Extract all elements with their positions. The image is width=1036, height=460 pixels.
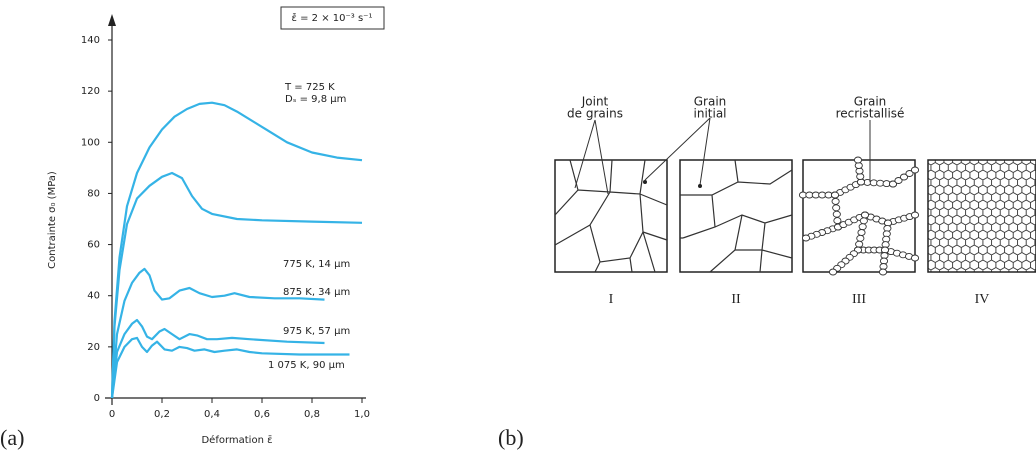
x-tick-label: 1,0 [354, 409, 370, 420]
panel-label: (b) [498, 425, 524, 450]
x-axis-label: Déformation ε̄ [201, 434, 272, 446]
stage-label: I [609, 292, 614, 307]
leader-dot [643, 180, 647, 184]
new-grain [832, 204, 841, 212]
stage-label: II [731, 292, 741, 307]
data-line [110, 171, 363, 399]
annotation: ε̄̇ = 2 × 10⁻³ s⁻¹ [292, 12, 373, 24]
new-grain [858, 223, 867, 231]
new-grain [888, 180, 898, 188]
annotation-box [280, 6, 385, 30]
data-line [110, 336, 350, 399]
diagram-label: recristallisé [836, 107, 905, 121]
series-label: T = 725 K [284, 82, 335, 93]
grain-box [927, 159, 1036, 273]
diagram-label: de grains [567, 107, 623, 121]
y-tick-label: 120 [81, 86, 100, 97]
new-grain [801, 234, 811, 242]
y-axis-label: Contrainte σ₀ (MPa) [47, 171, 58, 269]
y-tick-label: 0 [94, 393, 100, 404]
diagram-label: Grain [854, 95, 887, 109]
series-label: Dₛ = 9,8 μm [285, 94, 346, 105]
diagram-label: Grain [694, 95, 727, 109]
stage-label: IV [975, 292, 990, 307]
grain-boundaries [554, 159, 668, 273]
new-grain [905, 170, 914, 177]
new-grain [860, 211, 870, 219]
new-grain [830, 191, 840, 199]
panel-label: (a) [0, 425, 24, 450]
diagram-label: initial [694, 107, 727, 121]
y-tick-label: 40 [87, 291, 100, 302]
y-tick-label: 140 [81, 35, 100, 46]
leader-dot [698, 184, 702, 188]
series-label: 875 K, 34 μm [283, 287, 350, 298]
new-grain [832, 210, 841, 218]
x-tick-label: 0,2 [154, 409, 170, 420]
new-grain [910, 166, 920, 174]
x-tick-label: 0 [109, 409, 115, 420]
y-tick-label: 100 [81, 137, 100, 148]
x-tick-label: 0,8 [304, 409, 320, 420]
x-tick-label: 0,4 [204, 409, 220, 420]
new-grain [831, 197, 840, 205]
series-label: 775 K, 14 μm [283, 259, 350, 270]
recrystallized-grains [798, 156, 920, 276]
chart: (a) ε̄̇ = 2 × 10⁻³ s⁻¹ Contrainte σ₀ (MP… [0, 6, 385, 450]
new-grain [855, 240, 864, 248]
leader-lines [574, 117, 871, 195]
new-grain [857, 229, 866, 236]
new-grain [878, 268, 888, 276]
y-tick-label: 20 [87, 342, 100, 353]
y-tick-label: 60 [87, 240, 100, 251]
x-tick-label: 0,6 [254, 409, 270, 420]
new-grain [910, 211, 920, 219]
new-grain [828, 268, 838, 276]
diagram-label: Joint [581, 95, 609, 109]
series-label: 975 K, 57 μm [283, 326, 350, 337]
stage-label: III [852, 292, 866, 307]
y-axis-arrow [108, 14, 116, 26]
grain-box [679, 159, 793, 273]
new-grain [894, 177, 903, 184]
new-grain [910, 254, 920, 262]
y-tick-label: 80 [87, 188, 100, 199]
data-line [110, 318, 325, 399]
series-label: 1 075 K, 90 μm [268, 360, 345, 371]
data-line [110, 101, 363, 399]
new-grain [856, 234, 865, 242]
new-grain [899, 173, 909, 181]
grain-box [554, 159, 668, 273]
new-grain [859, 217, 868, 225]
new-grain [853, 156, 863, 164]
grain-boundaries [680, 159, 793, 273]
data-line [110, 267, 325, 399]
